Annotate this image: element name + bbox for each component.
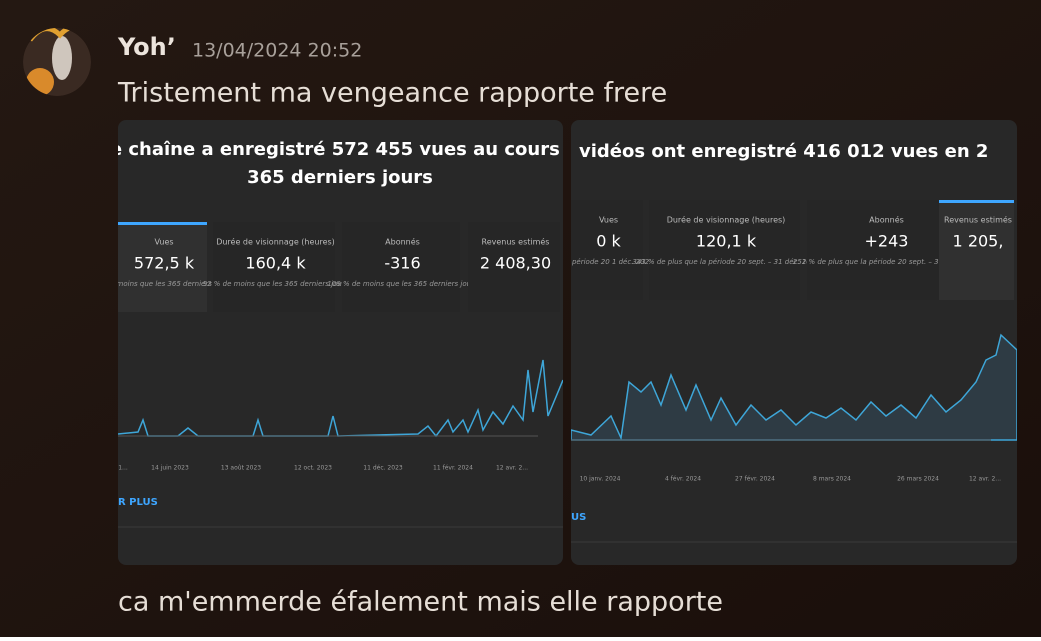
stat-card [807, 200, 963, 300]
card-note: 109 % de moins que les 365 derniers jour… [327, 280, 478, 288]
stat-card [118, 222, 207, 312]
card-value: 160,4 k [245, 254, 306, 273]
x-axis-label: 12 avr. 2... [496, 465, 528, 472]
avatar[interactable] [23, 27, 91, 96]
card-value: 120,1 k [696, 232, 757, 251]
x-axis-label: 13 août 2023 [221, 465, 261, 472]
attachment-image[interactable]: re chaîne a enregistré 572 455 vues au c… [97, 120, 579, 565]
x-axis-label: 8 mars 2024 [813, 476, 851, 483]
image-title: 365 derniers jours [247, 167, 433, 188]
card-note: la période 20 1 déc. 2023 [564, 258, 654, 266]
x-axis-label: 14 juin 2023 [151, 465, 189, 472]
card-label: Revenus estimés [944, 215, 1012, 225]
timestamp: 13/04/2024 20:52 [192, 40, 362, 62]
x-axis-label: 10 janv. 2024 [580, 476, 621, 483]
x-axis-label: 26 mars 2024 [897, 476, 939, 483]
x-axis-label: 1... [118, 465, 128, 472]
message-text: Tristement ma vengeance rapporte frere [117, 78, 667, 109]
x-axis-label: 27 févr. 2024 [735, 476, 775, 483]
card-label: Vues [599, 216, 618, 225]
x-axis-label: 12 avr. 2... [969, 476, 1001, 483]
card-value: -316 [384, 254, 420, 273]
stat-card [468, 222, 560, 312]
card-label: Abonnés [385, 237, 420, 247]
card-label: Durée de visionnage (heures) [216, 237, 335, 247]
attachment-image[interactable]: vidéos ont enregistré 416 012 vues en 2 V… [564, 120, 1017, 565]
active-tab [939, 200, 1014, 203]
card-value: +243 [865, 232, 909, 251]
stat-card [342, 222, 460, 312]
card-label: Durée de visionnage (heures) [667, 215, 786, 225]
stat-card [213, 222, 335, 312]
card-value: 1 205, [953, 232, 1004, 251]
card-value: 572,5 k [134, 254, 195, 273]
x-axis-label: 11 févr. 2024 [433, 465, 473, 472]
x-axis-label: 12 oct. 2023 [294, 465, 332, 472]
card-label: Abonnés [869, 215, 904, 225]
image-title: re chaîne a enregistré 572 455 vues au c… [101, 139, 579, 160]
x-axis-label: 4 févr. 2024 [665, 476, 701, 483]
stat-card [571, 200, 643, 300]
active-tab [118, 222, 207, 225]
show-more-link: R PLUS [118, 497, 158, 508]
stat-card [939, 200, 1014, 300]
card-value: 0 k [596, 232, 621, 251]
card-value: 2 408,30 [480, 254, 551, 273]
card-note: % de moins que les 365 derniers jours [97, 280, 232, 288]
card-note: 343 % de plus que la période 20 sept. – … [632, 258, 819, 266]
x-axis-label: 11 déc. 2023 [363, 465, 403, 472]
card-label: Revenus estimés [482, 237, 550, 247]
card-label: Vues [154, 238, 173, 247]
card-note: 52 % de moins que les 365 derniers jours [203, 280, 349, 288]
author[interactable]: Yoh’ [117, 33, 176, 61]
show-more-link: US [571, 512, 586, 523]
image-title: vidéos ont enregistré 416 012 vues en 2 [579, 141, 988, 162]
reply-text: ca m'emmerde éfalement mais elle rapport… [118, 587, 723, 618]
stat-card [649, 200, 800, 300]
card-note: 251 % de plus que la période 20 sept. – … [793, 258, 980, 266]
